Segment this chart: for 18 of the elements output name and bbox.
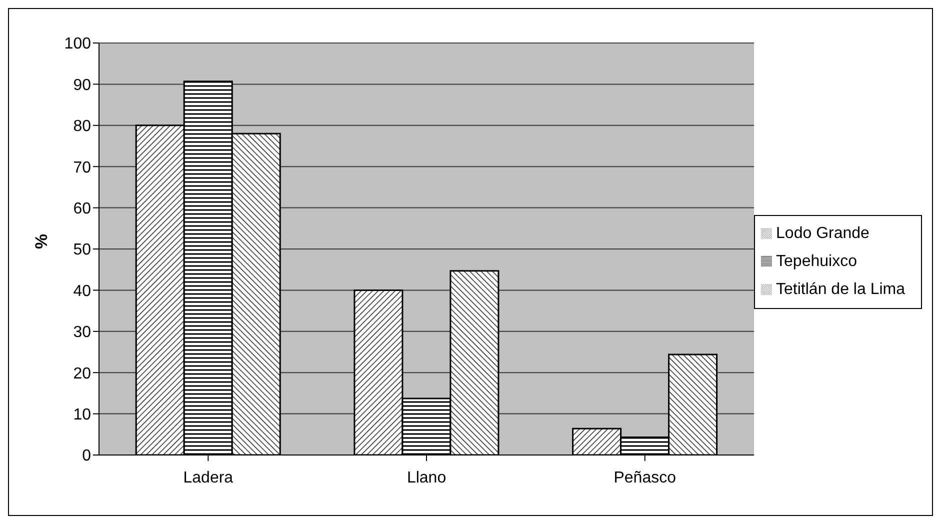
- y-tick-label: 80: [73, 118, 92, 136]
- y-tick-label: 50: [73, 242, 92, 259]
- y-tick-label: 40: [73, 282, 92, 300]
- legend-label: Tepehuixco: [776, 253, 857, 270]
- y-axis-title: %: [32, 234, 52, 249]
- y-tick-label: 70: [73, 159, 92, 176]
- y-tick-label: 90: [73, 76, 92, 94]
- y-tick-label: 60: [73, 200, 92, 218]
- y-tick-label: 30: [73, 324, 92, 342]
- legend-label: Tetitlán de la Lima: [776, 281, 905, 298]
- x-tick-label: Llano: [406, 469, 446, 486]
- x-tick-label: Ladera: [183, 469, 234, 486]
- y-tick-label: 20: [73, 365, 92, 382]
- y-tick-label: 100: [64, 36, 92, 53]
- y-tick-label: 0: [82, 448, 92, 465]
- y-tick-label: 10: [73, 406, 92, 424]
- x-tick-label: Peñasco: [614, 469, 676, 486]
- legend-label: Lodo Grande: [776, 225, 870, 242]
